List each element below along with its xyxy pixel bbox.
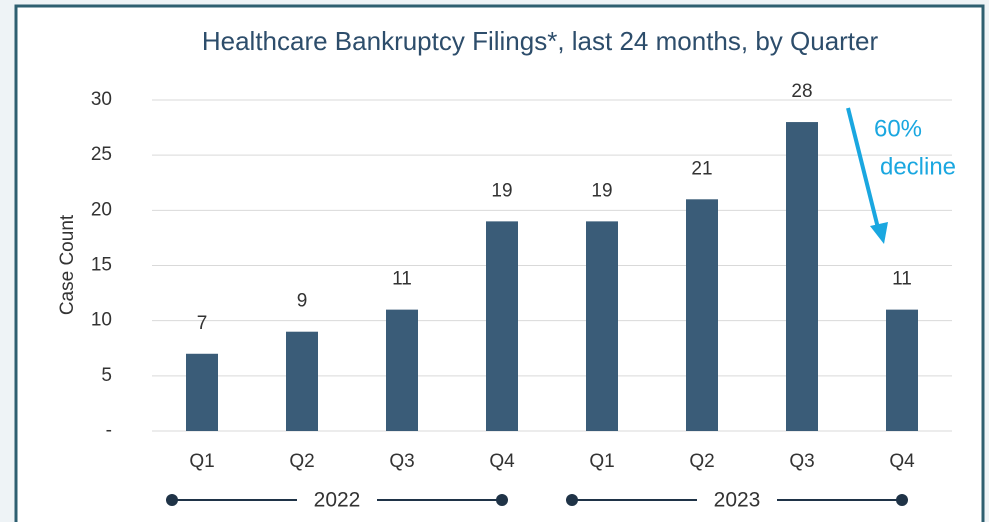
x-tick-label: Q1	[589, 451, 614, 472]
y-tick-label: 30	[91, 89, 112, 110]
annotation-text: 60%	[874, 115, 922, 142]
value-label: 9	[297, 291, 308, 312]
value-label: 19	[491, 180, 512, 201]
x-tick-label: Q2	[689, 451, 714, 472]
bar	[786, 122, 818, 432]
y-tick-label: 20	[91, 199, 112, 220]
annotation-text: decline	[880, 153, 956, 180]
bar	[486, 221, 518, 431]
value-label: 28	[791, 81, 812, 102]
x-tick-label: Q3	[789, 451, 814, 472]
year-label: 2022	[314, 489, 361, 512]
y-tick-label: 5	[101, 365, 112, 386]
bar	[686, 199, 718, 431]
y-tick-label: 10	[91, 310, 112, 331]
year-dot	[896, 494, 908, 506]
value-label: 7	[197, 313, 208, 334]
annotation-arrow	[846, 107, 880, 229]
y-tick-label: -	[106, 420, 112, 441]
bar	[186, 353, 218, 431]
chart-title: Healthcare Bankruptcy Filings*, last 24 …	[201, 26, 879, 56]
value-label: 11	[892, 269, 912, 290]
year-dot	[566, 494, 578, 506]
year-label: 2023	[714, 489, 761, 512]
bar	[386, 309, 418, 431]
x-tick-label: Q4	[889, 451, 915, 472]
value-label: 19	[591, 180, 612, 201]
year-dot	[496, 494, 508, 506]
x-tick-label: Q4	[489, 451, 515, 472]
value-label: 11	[392, 269, 412, 290]
bar	[586, 221, 618, 431]
y-tick-label: 15	[91, 255, 112, 276]
annotation-arrowhead	[870, 222, 888, 244]
year-dot	[166, 494, 178, 506]
bar	[286, 331, 318, 431]
x-tick-label: Q2	[289, 451, 314, 472]
x-tick-label: Q3	[389, 451, 414, 472]
y-tick-label: 25	[91, 144, 112, 165]
x-tick-label: Q1	[189, 451, 214, 472]
bar	[886, 309, 918, 431]
value-label: 21	[691, 158, 712, 179]
y-axis-label: Case Count	[57, 214, 78, 315]
